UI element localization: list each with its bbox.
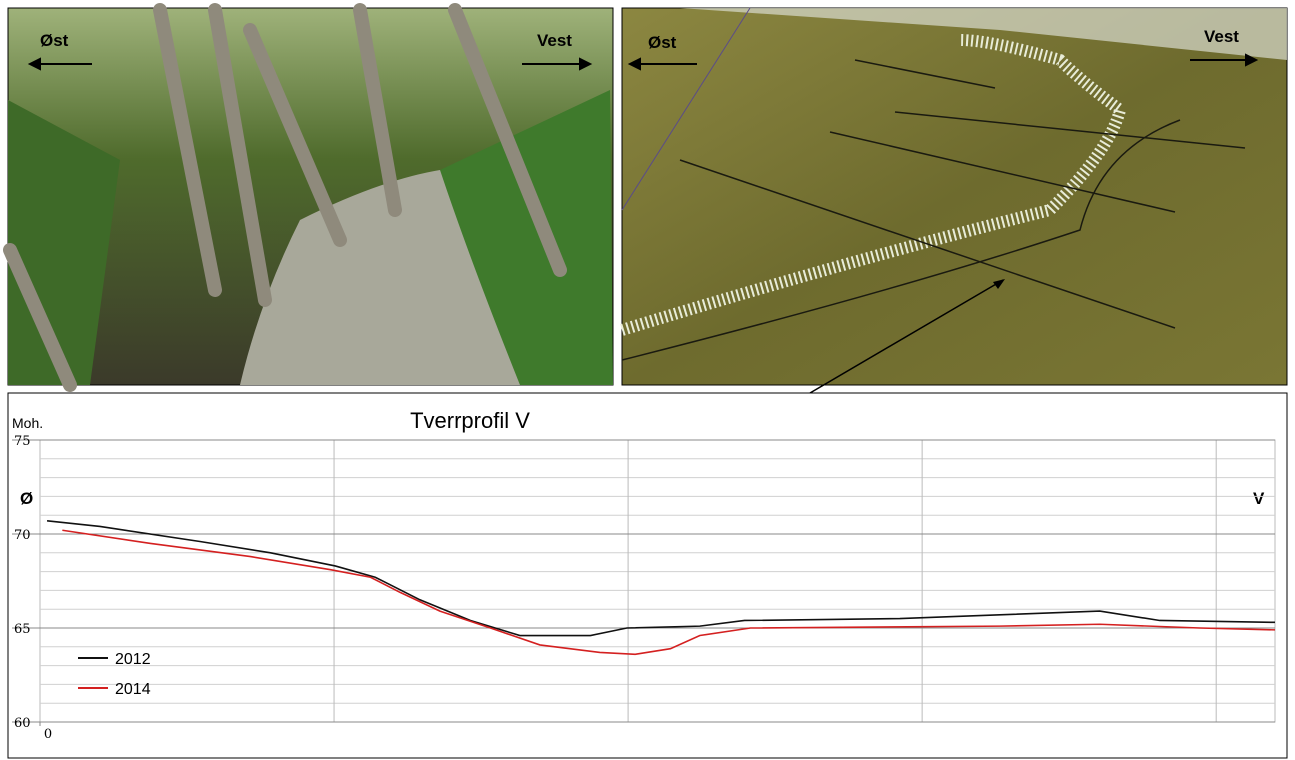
figure: Øst Vest Øst Vest Moh. Tverrprofil V Ø V… [0, 0, 1295, 760]
photo-panel: Øst Vest [8, 8, 613, 385]
legend-label: 2012 [115, 651, 151, 668]
terrain-render [622, 8, 1287, 385]
direction-label: Vest [1204, 27, 1239, 46]
side-marker: V [1253, 489, 1265, 508]
y-axis-label: Moh. [12, 415, 43, 431]
y-tick-label: 75 [14, 434, 31, 449]
x-tick-label: 0 [44, 727, 52, 742]
page: Øst Vest Øst Vest Moh. Tverrprofil V Ø V… [0, 0, 1295, 760]
terrain-panel: Øst Vest [622, 8, 1287, 385]
y-tick-label: 70 [14, 528, 31, 543]
side-marker: Ø [20, 489, 33, 508]
direction-label: Øst [40, 31, 69, 50]
y-tick-label: 65 [14, 622, 31, 637]
direction-label: Øst [648, 33, 677, 52]
chart-title: Tverrprofil V [410, 408, 530, 433]
y-tick-label: 60 [14, 716, 31, 731]
direction-label: Vest [537, 31, 572, 50]
legend-label: 2014 [115, 681, 151, 698]
